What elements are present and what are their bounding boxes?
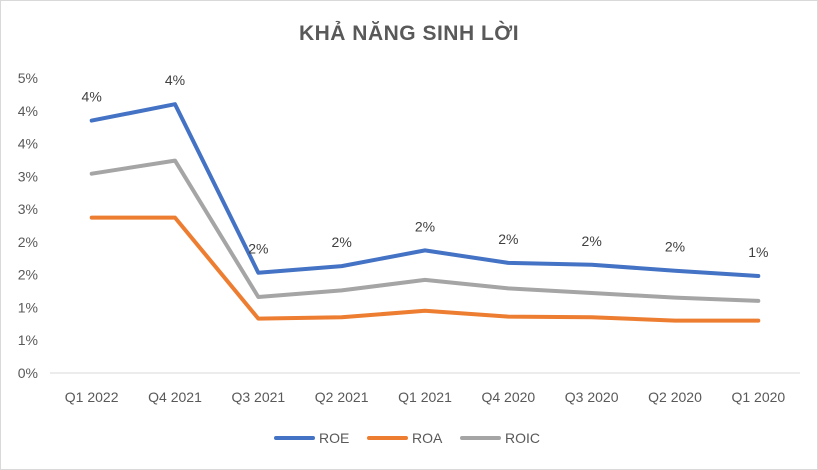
- series-line-roa: [89, 215, 761, 323]
- y-tick-label: 1%: [18, 299, 38, 315]
- x-tick-label: Q1 2022: [65, 389, 119, 405]
- legend-label-roe: ROE: [319, 430, 349, 446]
- y-tick-label: 5%: [18, 70, 38, 86]
- data-label-roe: 4%: [165, 72, 185, 88]
- y-tick-label: 3%: [18, 168, 38, 184]
- y-tick-label: 1%: [18, 332, 38, 348]
- y-tick-label: 4%: [18, 103, 38, 119]
- data-label-roe: 4%: [82, 89, 102, 105]
- y-tick-label: 2%: [18, 267, 38, 283]
- x-tick-label: Q2 2020: [648, 389, 702, 405]
- series-line-roe: [89, 102, 761, 278]
- data-label-roe: 2%: [498, 231, 518, 247]
- y-tick-label: 3%: [18, 201, 38, 217]
- data-label-roe: 1%: [748, 244, 768, 260]
- chart-title: KHẢ NĂNG SINH LỜI: [298, 22, 520, 45]
- series-line-roic: [89, 158, 761, 303]
- y-tick-label: 0%: [18, 365, 38, 381]
- legend-label-roic: ROIC: [505, 430, 540, 446]
- data-label-roe: 2%: [332, 234, 352, 250]
- data-label-roe: 2%: [582, 233, 602, 249]
- data-label-roe: 2%: [415, 218, 435, 234]
- x-tick-label: Q2 2021: [315, 389, 369, 405]
- x-tick-label: Q4 2020: [481, 389, 535, 405]
- x-tick-label: Q1 2020: [731, 389, 785, 405]
- x-tick-label: Q4 2021: [148, 389, 202, 405]
- y-tick-label: 4%: [18, 136, 38, 152]
- y-tick-label: 2%: [18, 234, 38, 250]
- data-label-roe: 2%: [665, 239, 685, 255]
- data-label-roe: 2%: [248, 241, 268, 257]
- x-tick-label: Q3 2021: [231, 389, 285, 405]
- x-tick-label: Q1 2021: [398, 389, 452, 405]
- x-tick-label: Q3 2020: [565, 389, 619, 405]
- legend-label-roa: ROA: [412, 430, 443, 446]
